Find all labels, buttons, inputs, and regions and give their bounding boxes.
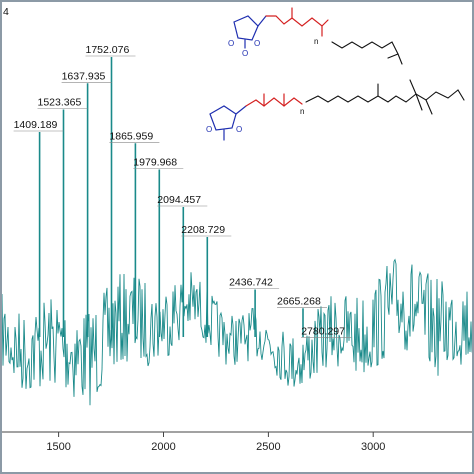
x-tick-label-3: 3000 bbox=[361, 441, 385, 453]
lower-ring-o-right: O bbox=[236, 125, 242, 134]
peak-label-6: 2094.457 bbox=[157, 194, 201, 206]
lower-backbone bbox=[305, 79, 465, 115]
peak-labels: 1409.189 1523.365 1637.935 1752.076 1865.959… bbox=[13, 44, 352, 338]
x-tick-label-2: 2500 bbox=[256, 441, 280, 453]
noise-trace bbox=[2, 258, 472, 406]
polymer-structure-illustration: O O O n O O bbox=[206, 7, 465, 141]
peak-label-1: 1523.365 bbox=[38, 97, 82, 109]
upper-carbonate-ring bbox=[233, 15, 267, 49]
upper-ring-o-right: O bbox=[254, 39, 260, 48]
lower-carbonate-ring bbox=[209, 105, 247, 141]
lower-linker bbox=[245, 93, 303, 107]
upper-ring-o-carbonyl: O bbox=[242, 49, 248, 58]
x-tick-label-0: 1500 bbox=[46, 441, 70, 453]
peak-label-3: 1752.076 bbox=[86, 44, 130, 56]
x-tick-label-1: 2000 bbox=[151, 441, 175, 453]
peak-label-0: 1409.189 bbox=[14, 119, 58, 131]
peak-label-7: 2208.729 bbox=[181, 224, 225, 236]
upper-ring-o-left: O bbox=[228, 39, 234, 48]
baseline-noise bbox=[2, 258, 472, 406]
peak-label-4: 1865.959 bbox=[109, 130, 153, 142]
lower-ring-o-left: O bbox=[206, 125, 212, 134]
peak-series bbox=[38, 57, 329, 339]
upper-chain-n: n bbox=[314, 37, 318, 46]
peak-label-2: 1637.935 bbox=[62, 70, 106, 82]
peak-label-9: 2665.268 bbox=[277, 295, 321, 307]
lower-chain-n: n bbox=[300, 107, 304, 116]
upper-linker bbox=[265, 7, 329, 37]
peak-label-5: 1979.968 bbox=[133, 157, 177, 169]
clipped-peak-label: 4 bbox=[3, 6, 9, 18]
peak-label-8: 2436.742 bbox=[229, 277, 273, 289]
peak-label-10: 2780.297 bbox=[301, 325, 345, 337]
upper-backbone bbox=[331, 41, 403, 65]
x-axis-ticks: 1500 2000 2500 3000 bbox=[46, 432, 385, 453]
